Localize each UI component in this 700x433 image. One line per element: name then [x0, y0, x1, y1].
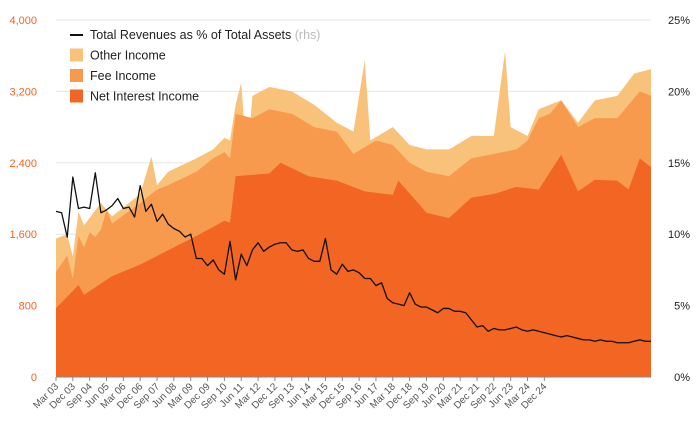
y-right-tick-label: 5%	[674, 301, 690, 313]
y-right-tick-label: 25%	[668, 15, 690, 27]
y-left-tick-label: 0	[31, 372, 37, 384]
y-right-tick-label: 0%	[674, 372, 690, 384]
y-left-tick-label: 2,400	[9, 158, 37, 170]
y-left-tick-label: 800	[19, 301, 37, 313]
area-net-interest-income	[56, 154, 651, 377]
y-right-tick-label: 10%	[668, 229, 690, 241]
y-left-tick-label: 1,600	[9, 229, 37, 241]
legend-label-net-interest-income: Net Interest Income	[90, 90, 199, 104]
legend-label-other-income: Other Income	[90, 49, 166, 63]
legend-swatch-fee-income	[70, 69, 83, 82]
legend-label-fee-income: Fee Income	[90, 69, 156, 83]
y-left-tick-label: 4,000	[9, 15, 37, 27]
legend-note-rhs: (rhs)	[295, 28, 321, 42]
line-total-revenues	[55, 172, 651, 344]
stacked-areas	[56, 51, 651, 378]
legend-swatch-other-income	[70, 48, 83, 62]
y-right-tick-label: 15%	[668, 158, 690, 170]
y-right-tick-label: 20%	[668, 86, 690, 98]
legend: Total Revenues as % of Total Assets (rhs…	[70, 28, 320, 104]
legend-swatch-net-interest-income	[70, 89, 83, 103]
legend-label-total-revenues: Total Revenues as % of Total Assets (rhs…	[90, 28, 320, 42]
revenue-ratio-line	[55, 172, 651, 344]
y-left-tick-label: 3,200	[9, 86, 37, 98]
